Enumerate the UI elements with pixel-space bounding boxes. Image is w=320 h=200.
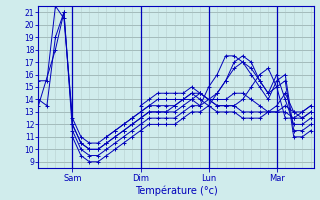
X-axis label: Température (°c): Température (°c) [135,185,217,196]
